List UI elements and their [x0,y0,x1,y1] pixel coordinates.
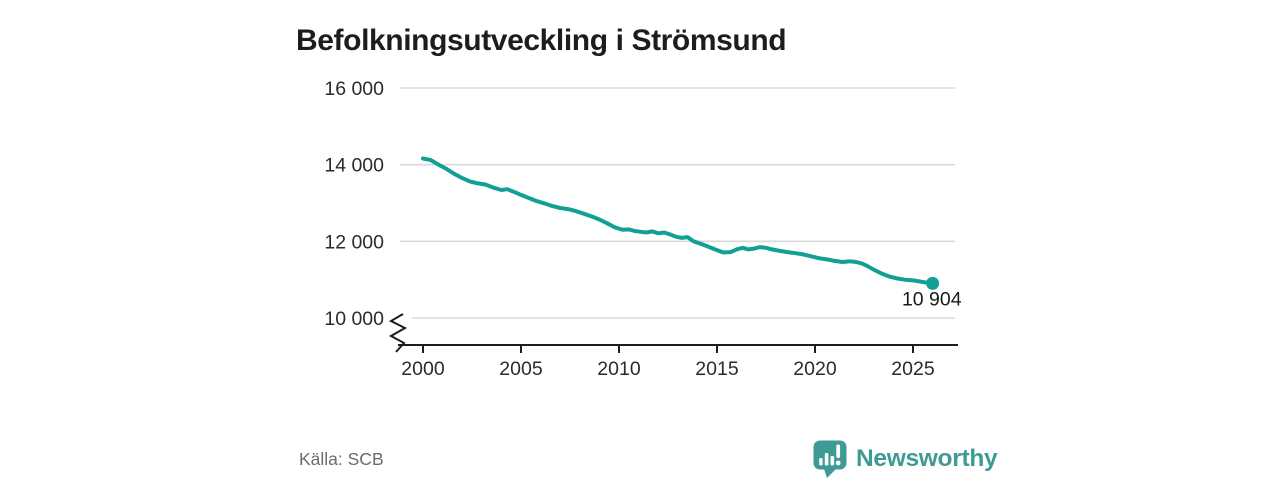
brand-name: Newsworthy [856,445,998,472]
end-value-label: 10 904 [902,288,962,310]
x-tick-label: 2015 [695,358,739,380]
x-tick-label: 2020 [793,358,837,380]
y-tick-label: 10 000 [324,308,384,330]
x-tick-label: 2005 [499,358,543,380]
x-tick-label: 2025 [891,358,935,380]
y-axis-break-icon [388,313,408,353]
chart-title: Befolkningsutveckling i Strömsund [296,24,787,58]
newsworthy-logo-link[interactable]: Newsworthy [813,440,998,478]
x-tick-label: 2010 [597,358,641,380]
y-tick-label: 14 000 [324,155,384,177]
y-tick-label: 16 000 [324,78,384,100]
population-series-line [421,156,935,286]
series-end-point [926,276,940,290]
x-tick-label: 2000 [401,358,445,380]
source-note: Källa: SCB [299,449,384,469]
y-tick-label: 12 000 [324,231,384,253]
newsworthy-speech-bubble-bar-chart-icon [813,440,847,478]
